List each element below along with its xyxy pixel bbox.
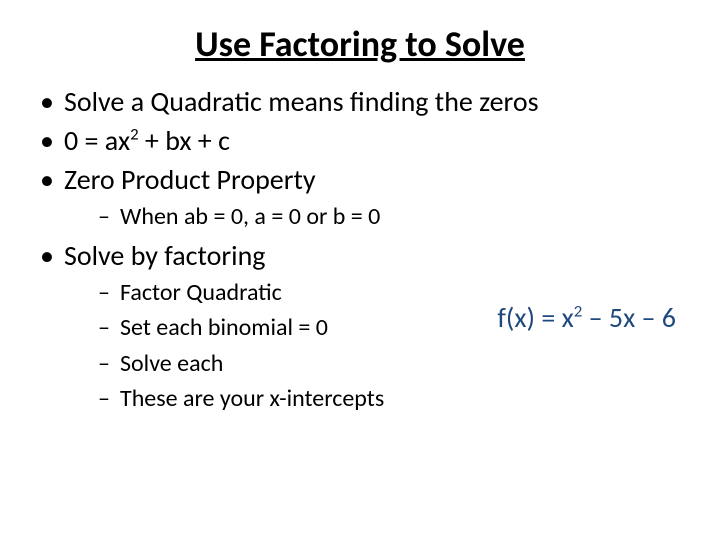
- slide-title: Use Factoring to Solve: [36, 22, 684, 66]
- sub-bullet-text: These are your x-intercepts: [120, 384, 384, 413]
- bullet-item: Zero Product Property When ab = 0, a = 0…: [36, 162, 684, 232]
- sub-bullet-item: These are your x-intercepts: [64, 383, 684, 414]
- sub-bullet-list: Factor Quadratic Set each binomial = 0 S…: [64, 277, 684, 414]
- example-equation: f(x) = x2 – 5x – 6: [497, 300, 676, 335]
- sub-bullet-text: Set each binomial = 0: [120, 313, 328, 342]
- bullet-text-part: + bx + c: [139, 123, 230, 158]
- slide: Use Factoring to Solve Solve a Quadratic…: [0, 0, 720, 540]
- bullet-text: Solve a Quadratic means finding the zero…: [64, 84, 539, 119]
- sub-bullet-text: Solve each: [120, 349, 223, 378]
- bullet-item: Solve a Quadratic means finding the zero…: [36, 84, 684, 119]
- sub-bullet-text: Factor Quadratic: [120, 278, 282, 307]
- bullet-item: 0 = ax2 + bx + c: [36, 123, 684, 158]
- sub-bullet-text: When ab = 0, a = 0 or b = 0: [120, 202, 380, 231]
- sub-bullet-item: When ab = 0, a = 0 or b = 0: [64, 201, 684, 232]
- sub-bullet-item: Solve each: [64, 348, 684, 379]
- superscript: 2: [574, 301, 583, 322]
- example-text-part: – 5x – 6: [582, 300, 676, 335]
- bullet-text-part: 0 = ax: [64, 123, 130, 158]
- superscript: 2: [130, 124, 139, 145]
- bullet-text: Zero Product Property: [64, 162, 316, 197]
- bullet-list: Solve a Quadratic means finding the zero…: [36, 84, 684, 414]
- example-text-part: f(x) = x: [497, 300, 573, 335]
- sub-bullet-list: When ab = 0, a = 0 or b = 0: [64, 201, 684, 232]
- bullet-text: Solve by factoring: [64, 238, 265, 273]
